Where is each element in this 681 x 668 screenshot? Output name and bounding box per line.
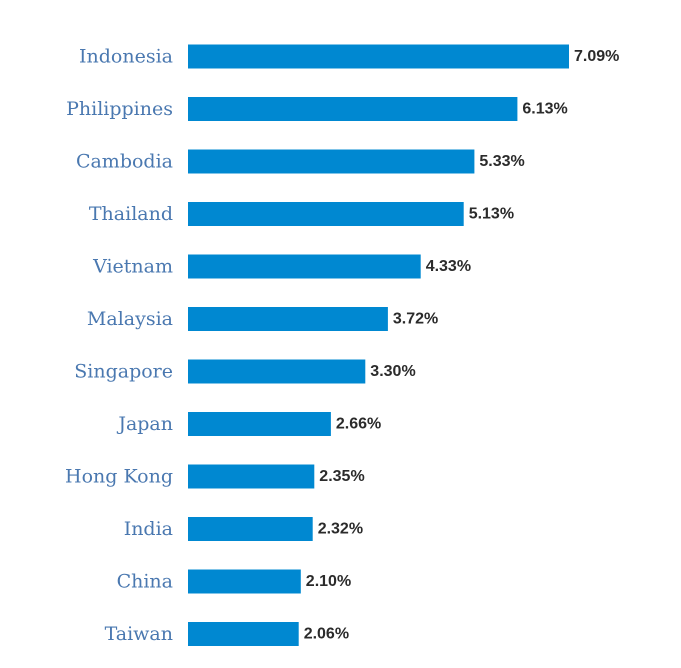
category-label-india: India xyxy=(124,518,173,540)
value-label-taiwan: 2.06% xyxy=(304,626,349,643)
category-label-malaysia: Malaysia xyxy=(87,308,173,330)
category-label-taiwan: Taiwan xyxy=(105,623,173,645)
value-label-indonesia: 7.09% xyxy=(574,48,619,65)
bar-malaysia xyxy=(188,307,388,331)
value-label-hong-kong: 2.35% xyxy=(319,468,364,485)
value-label-singapore: 3.30% xyxy=(370,363,415,380)
category-label-japan: Japan xyxy=(116,413,173,435)
category-label-cambodia: Cambodia xyxy=(76,151,173,173)
bars-layer xyxy=(188,44,569,646)
value-label-china: 2.10% xyxy=(306,573,351,590)
bar-china xyxy=(188,569,301,594)
value-label-cambodia: 5.33% xyxy=(479,153,524,170)
value-label-malaysia: 3.72% xyxy=(393,311,438,328)
category-label-thailand: Thailand xyxy=(89,203,173,225)
bar-philippines xyxy=(188,97,518,121)
bar-singapore xyxy=(188,359,366,384)
bar-indonesia xyxy=(188,44,569,69)
value-label-philippines: 6.13% xyxy=(522,101,567,118)
category-label-hong-kong: Hong Kong xyxy=(65,466,173,488)
category-labels: Indonesia Philippines Cambodia Thailand Viet… xyxy=(65,46,173,646)
value-label-thailand: 5.13% xyxy=(469,206,514,223)
category-label-china: China xyxy=(117,571,173,593)
value-label-india: 2.32% xyxy=(318,521,363,538)
bar-india xyxy=(188,517,313,541)
value-labels: 7.09% 6.13% 5.33% 5.13% 4.33% 3.72% 3.30% 2.66%… xyxy=(304,48,620,643)
category-label-indonesia: Indonesia xyxy=(79,46,173,68)
value-label-vietnam: 4.33% xyxy=(426,258,471,275)
bar-japan xyxy=(188,412,331,436)
bar-thailand xyxy=(188,202,464,226)
bar-vietnam xyxy=(188,254,421,279)
bar-hong-kong xyxy=(188,464,315,489)
category-label-vietnam: Vietnam xyxy=(92,256,173,278)
bar-cambodia xyxy=(188,149,475,174)
value-label-japan: 2.66% xyxy=(336,416,381,433)
category-label-singapore: Singapore xyxy=(74,361,173,383)
category-label-philippines: Philippines xyxy=(66,98,173,120)
bar-taiwan xyxy=(188,622,299,646)
